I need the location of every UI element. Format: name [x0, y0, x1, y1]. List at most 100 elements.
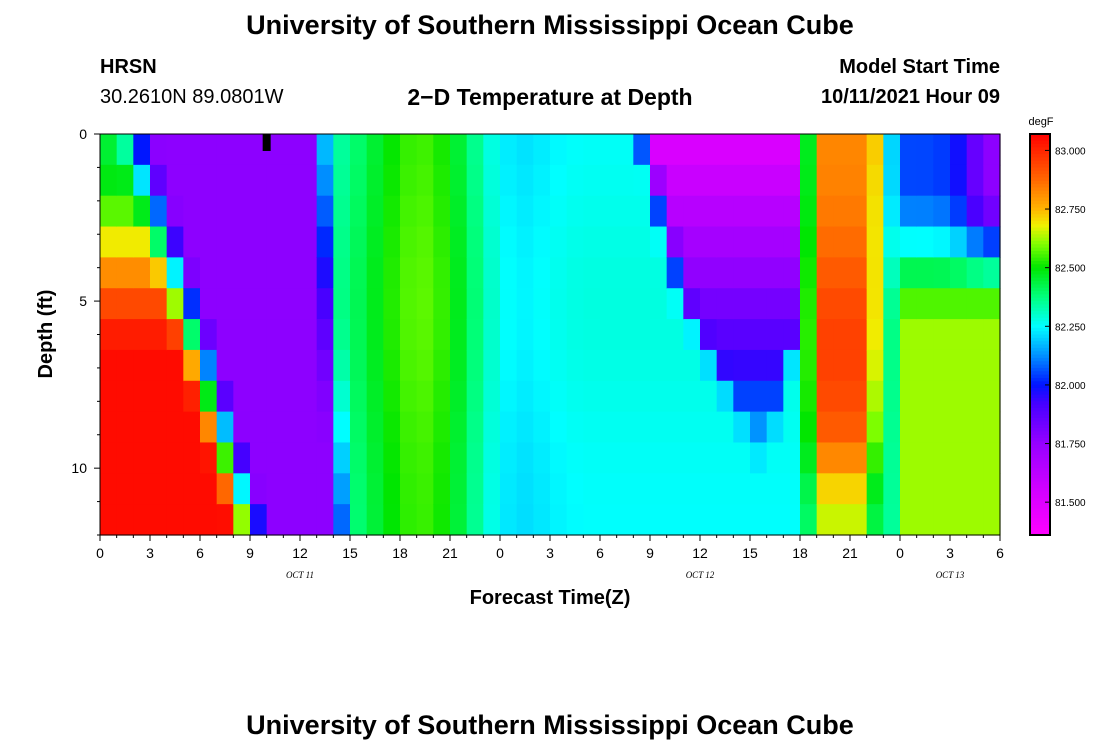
heatmap-cell — [333, 134, 351, 166]
heatmap-cell — [733, 473, 751, 505]
colorbar-tick-label: 82.250 — [1055, 322, 1086, 333]
heatmap-cell — [883, 257, 901, 289]
heatmap-cell — [966, 349, 984, 382]
heatmap-cell — [266, 226, 284, 258]
heatmap-cell — [700, 380, 718, 413]
heatmap-cell — [866, 442, 884, 474]
heatmap-cell — [233, 380, 251, 413]
heatmap-cell — [666, 134, 684, 166]
heatmap-cell — [533, 411, 551, 444]
heatmap-cell — [383, 226, 401, 258]
heatmap-cell — [433, 288, 451, 320]
heatmap-cells — [100, 134, 1001, 536]
heatmap-cell — [850, 473, 868, 505]
heatmap-cell — [633, 349, 651, 382]
colorbar-segment — [1030, 214, 1050, 219]
colorbar-segment — [1030, 531, 1050, 536]
heatmap-cell — [900, 349, 918, 382]
heatmap-cell — [550, 380, 568, 413]
colorbar-segment — [1030, 377, 1050, 382]
heatmap-cell — [316, 504, 334, 536]
heatmap-cell — [566, 226, 584, 258]
heatmap-cell — [100, 442, 118, 474]
heatmap-cell — [433, 164, 451, 197]
heatmap-cell — [266, 380, 284, 413]
heatmap-cell — [933, 504, 951, 536]
colorbar-segment — [1030, 484, 1050, 489]
heatmap-cell — [766, 349, 784, 382]
heatmap-cell — [616, 288, 634, 320]
heatmap-cell — [383, 164, 401, 197]
heatmap-cell — [166, 349, 184, 382]
heatmap-cell — [666, 257, 684, 289]
heatmap-cell — [716, 195, 734, 228]
heatmap-cell — [100, 195, 118, 228]
heatmap-cell — [900, 504, 918, 536]
heatmap-cell — [400, 257, 418, 289]
heatmap-cell — [100, 134, 118, 166]
colorbar-segment — [1030, 341, 1050, 346]
heatmap-cell — [466, 319, 484, 351]
heatmap-cell — [733, 442, 751, 474]
heatmap-cell — [833, 164, 851, 197]
heatmap-cell — [933, 380, 951, 413]
heatmap-cell — [300, 411, 318, 444]
colorbar-segment — [1030, 294, 1050, 299]
heatmap-cell — [666, 195, 684, 228]
heatmap-cell — [400, 319, 418, 351]
heatmap-cell — [966, 473, 984, 505]
heatmap-cell — [783, 319, 801, 351]
heatmap-cell — [433, 195, 451, 228]
heatmap-cell — [883, 195, 901, 228]
heatmap-cell — [233, 411, 251, 444]
heatmap-cell — [133, 380, 151, 413]
heatmap-cell — [366, 226, 384, 258]
heatmap-cell — [966, 134, 984, 166]
colorbar-segment — [1030, 464, 1050, 469]
heatmap-cell — [366, 257, 384, 289]
heatmap-cell — [733, 380, 751, 413]
heatmap-cell — [966, 319, 984, 351]
x-axis-label: Forecast Time(Z) — [470, 587, 631, 609]
heatmap-cell — [466, 288, 484, 320]
heatmap-cell — [916, 319, 934, 351]
colorbar-segment — [1030, 414, 1050, 419]
heatmap-cell — [450, 257, 468, 289]
heatmap-cell — [583, 195, 601, 228]
heatmap-cell — [233, 288, 251, 320]
heatmap-cell — [200, 411, 218, 444]
heatmap-cell — [183, 226, 201, 258]
heatmap-cell — [633, 319, 651, 351]
colorbar-segment — [1030, 137, 1050, 142]
colorbar-segment — [1030, 334, 1050, 339]
heatmap-cell — [400, 411, 418, 444]
heatmap-cell — [883, 380, 901, 413]
colorbar-segment — [1030, 247, 1050, 252]
colorbar-tick-label: 82.500 — [1055, 264, 1086, 275]
heatmap-cell — [316, 288, 334, 320]
heatmap-cell — [600, 473, 618, 505]
heatmap-cell — [916, 349, 934, 382]
heatmap-cell — [783, 288, 801, 320]
heatmap-cell — [150, 319, 168, 351]
heatmap-cell — [100, 164, 118, 197]
heatmap-cell — [483, 257, 501, 289]
heatmap-cell — [350, 257, 368, 289]
heatmap-cell — [650, 288, 668, 320]
heatmap-cell — [533, 349, 551, 382]
heatmap-cell — [466, 473, 484, 505]
heatmap-cell — [766, 257, 784, 289]
heatmap-cell — [566, 504, 584, 536]
heatmap-cell — [533, 195, 551, 228]
colorbar-segment — [1030, 157, 1050, 162]
heatmap-cell — [700, 164, 718, 197]
heatmap-cell — [833, 226, 851, 258]
colorbar-segment — [1030, 274, 1050, 279]
heatmap-cell — [650, 504, 668, 536]
heatmap-cell — [250, 473, 268, 505]
heatmap-cell — [400, 134, 418, 166]
colorbar-segment — [1030, 394, 1050, 399]
heatmap-cell — [300, 226, 318, 258]
heatmap-cell — [533, 442, 551, 474]
y-axis: 0 5 10 — [71, 126, 101, 536]
